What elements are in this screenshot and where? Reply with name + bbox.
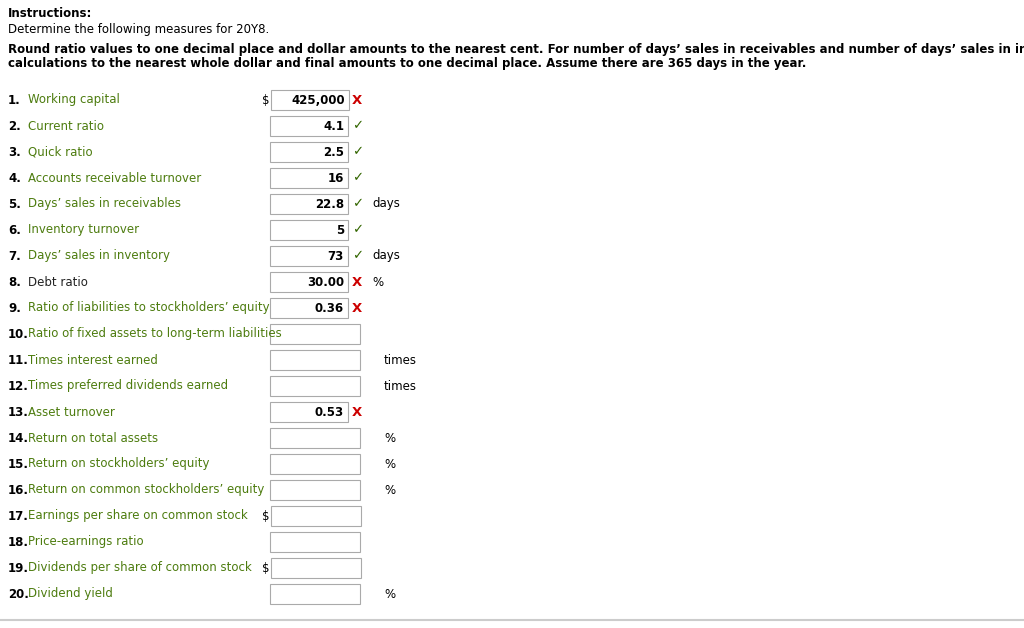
Text: $: $ [262,94,269,107]
Text: Current ratio: Current ratio [28,119,104,133]
Text: Quick ratio: Quick ratio [28,146,92,158]
Text: Dividend yield: Dividend yield [28,588,113,600]
Text: 13.: 13. [8,406,29,418]
Bar [270,272,348,292]
Bar [271,558,361,578]
Text: Round ratio values to one decimal place and dollar amounts to the nearest cent. : Round ratio values to one decimal place … [8,43,1024,56]
Text: Instructions:: Instructions: [8,7,92,20]
Text: 12.: 12. [8,379,29,392]
Text: 8.: 8. [8,276,20,288]
Text: Inventory turnover: Inventory turnover [28,224,139,237]
Bar [270,532,360,552]
Text: ✓: ✓ [352,224,364,237]
Text: 4.: 4. [8,171,20,185]
Text: 3.: 3. [8,146,20,158]
Text: 2.5: 2.5 [323,146,344,158]
Text: Ratio of liabilities to stockholders’ equity: Ratio of liabilities to stockholders’ eq… [28,301,269,315]
Text: 20.: 20. [8,588,29,600]
Text: 10.: 10. [8,327,29,340]
Text: 15.: 15. [8,458,29,470]
Text: 7.: 7. [8,249,20,263]
Bar [270,116,348,136]
Text: Return on total assets: Return on total assets [28,431,158,445]
Text: Ratio of fixed assets to long-term liabilities: Ratio of fixed assets to long-term liabi… [28,327,282,340]
Text: 30.00: 30.00 [307,276,344,288]
Text: days: days [372,197,400,210]
Text: Working capital: Working capital [28,94,120,107]
Bar [271,90,349,110]
Text: 6.: 6. [8,224,20,237]
Bar [270,298,348,318]
Text: ✓: ✓ [352,171,364,185]
Text: %: % [384,458,395,470]
Text: Accounts receivable turnover: Accounts receivable turnover [28,171,202,185]
Text: Debt ratio: Debt ratio [28,276,88,288]
Text: $: $ [262,561,269,575]
Bar [270,584,360,604]
Bar [270,376,360,396]
Text: 0.53: 0.53 [314,406,344,418]
Text: Times interest earned: Times interest earned [28,354,158,367]
Bar [270,480,360,500]
Text: 11.: 11. [8,354,29,367]
Text: calculations to the nearest whole dollar and final amounts to one decimal place.: calculations to the nearest whole dollar… [8,57,806,70]
Text: Earnings per share on common stock: Earnings per share on common stock [28,509,248,522]
Text: %: % [372,276,383,288]
Bar [270,402,348,422]
Text: 16.: 16. [8,484,29,497]
Text: X: X [352,406,362,418]
Bar [270,324,360,344]
Bar [270,454,360,474]
Text: 0.36: 0.36 [314,301,344,315]
Text: times: times [384,379,417,392]
Text: 17.: 17. [8,509,29,522]
Text: times: times [384,354,417,367]
Text: 1.: 1. [8,94,20,107]
Text: 5: 5 [336,224,344,237]
Text: Asset turnover: Asset turnover [28,406,115,418]
Text: 425,000: 425,000 [292,94,345,107]
Text: 2.: 2. [8,119,20,133]
Text: X: X [352,276,362,288]
Bar [270,194,348,214]
Text: Determine the following measures for 20Y8.: Determine the following measures for 20Y… [8,23,269,36]
Text: ✓: ✓ [352,146,364,158]
Text: X: X [352,301,362,315]
Bar [270,142,348,162]
Text: X: X [352,94,362,107]
Text: 22.8: 22.8 [314,197,344,210]
Text: %: % [384,484,395,497]
Text: Times preferred dividends earned: Times preferred dividends earned [28,379,228,392]
Text: %: % [384,431,395,445]
Text: ✓: ✓ [352,119,364,133]
Bar [270,246,348,266]
Text: Return on common stockholders’ equity: Return on common stockholders’ equity [28,484,264,497]
Text: 19.: 19. [8,561,29,575]
Text: Days’ sales in inventory: Days’ sales in inventory [28,249,170,263]
Text: ✓: ✓ [352,197,364,210]
Text: days: days [372,249,400,263]
Text: 73: 73 [328,249,344,263]
Text: $: $ [262,509,269,522]
Bar [270,220,348,240]
Text: Return on stockholders’ equity: Return on stockholders’ equity [28,458,210,470]
Bar [270,350,360,370]
Text: 5.: 5. [8,197,20,210]
Text: Dividends per share of common stock: Dividends per share of common stock [28,561,252,575]
Text: Days’ sales in receivables: Days’ sales in receivables [28,197,181,210]
Text: Price-earnings ratio: Price-earnings ratio [28,536,143,548]
Bar [270,168,348,188]
Text: 18.: 18. [8,536,29,548]
Text: 16: 16 [328,171,344,185]
Bar [271,506,361,526]
Text: %: % [384,588,395,600]
Text: ✓: ✓ [352,249,364,263]
Text: 9.: 9. [8,301,20,315]
Text: 4.1: 4.1 [323,119,344,133]
Text: 14.: 14. [8,431,29,445]
Bar [270,428,360,448]
